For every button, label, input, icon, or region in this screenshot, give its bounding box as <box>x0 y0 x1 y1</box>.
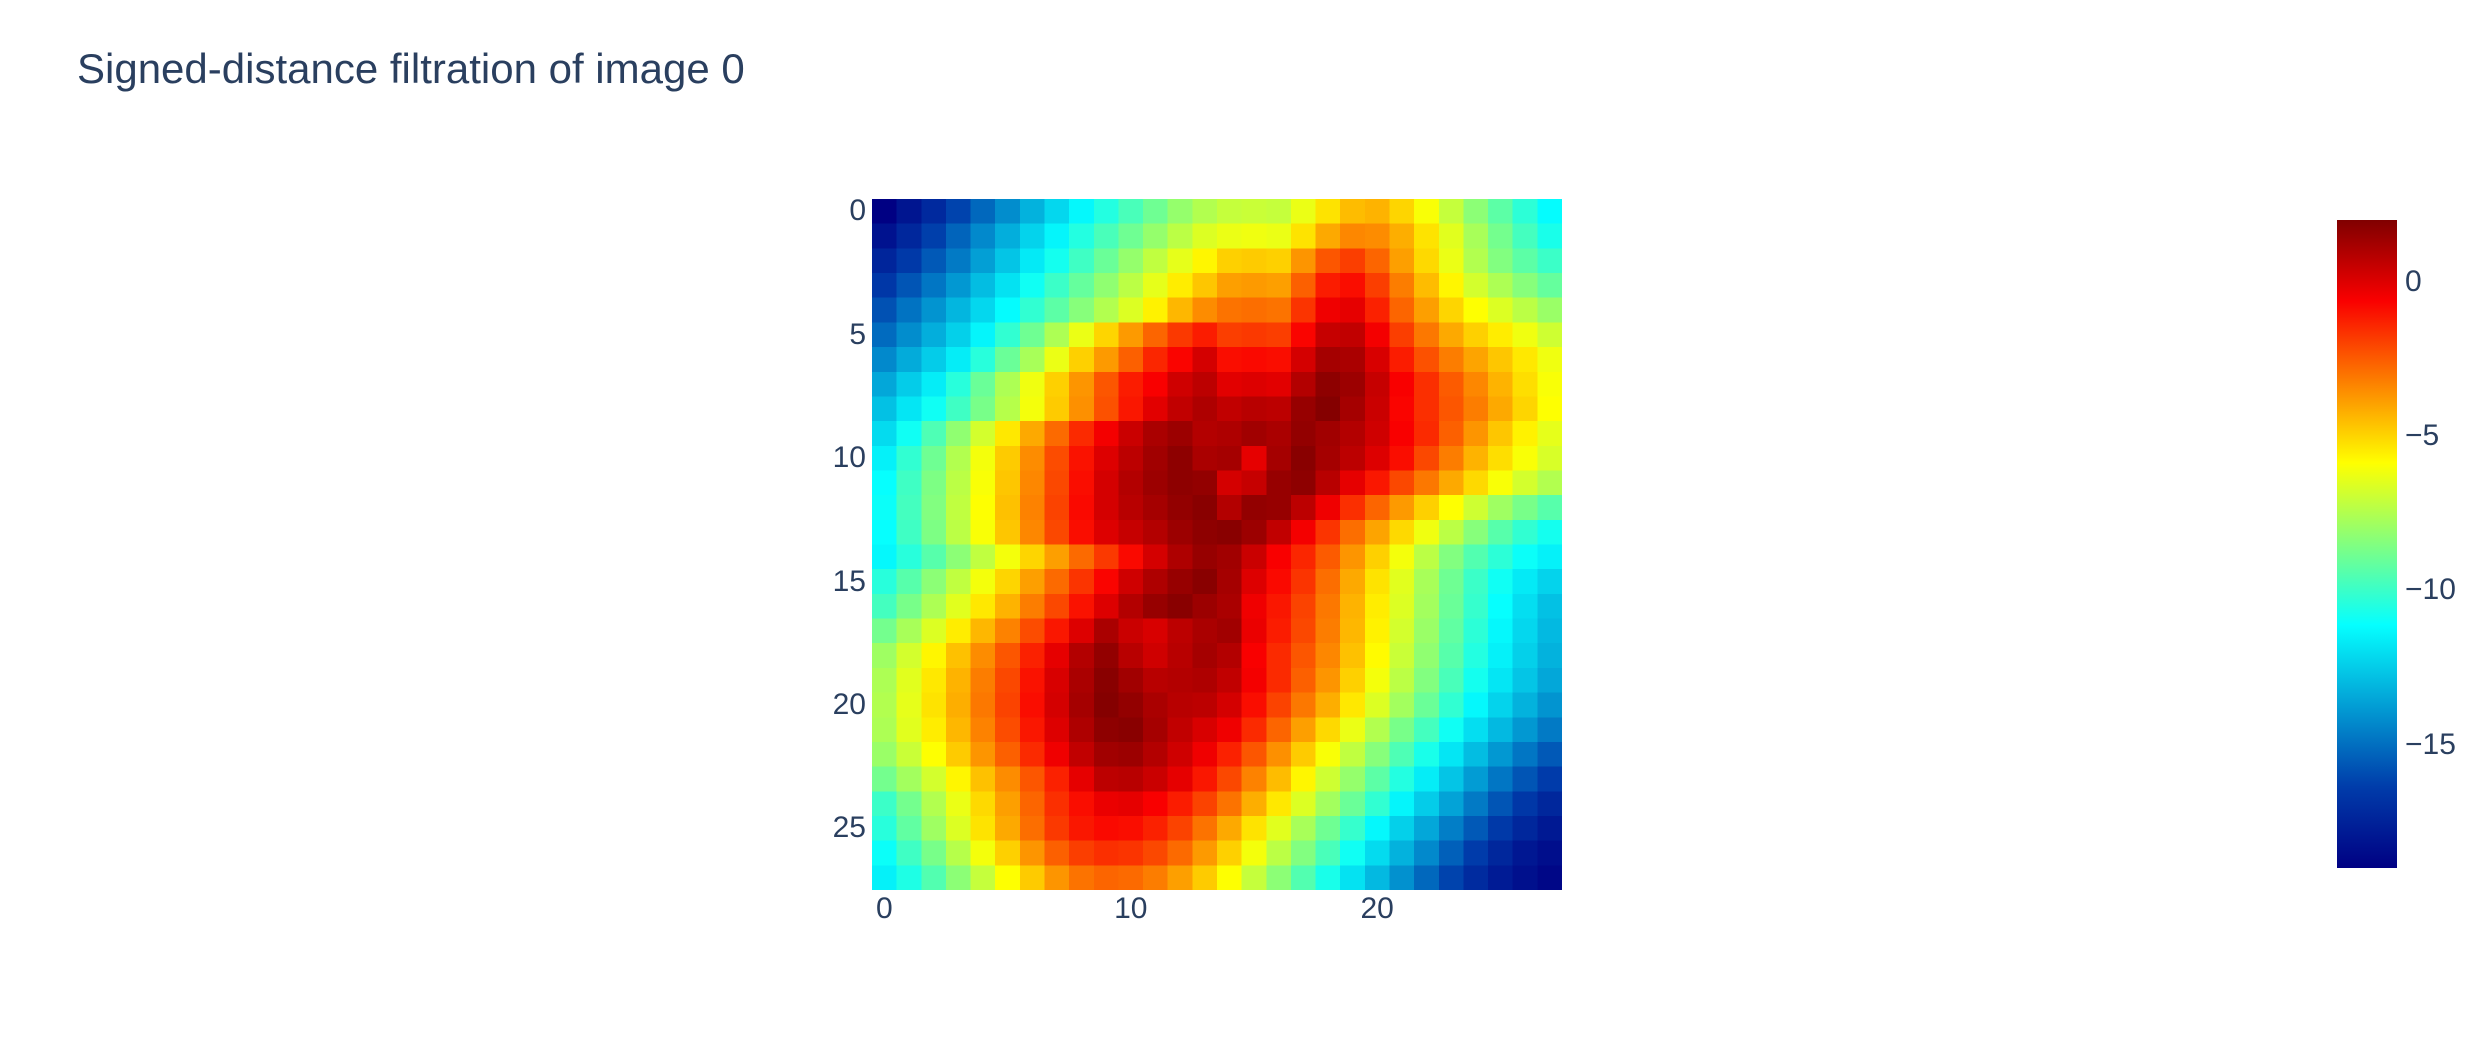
y-tick-label: 15 <box>832 564 866 598</box>
x-tick-label: 0 <box>875 892 893 925</box>
y-tick-label: 10 <box>832 441 866 475</box>
y-tick-label: 5 <box>849 317 866 351</box>
heatmap-canvas[interactable] <box>872 199 1562 890</box>
x-tick-label: 20 <box>1360 892 1394 925</box>
y-tick-label: 25 <box>832 811 866 845</box>
y-tick-label: 0 <box>849 194 866 228</box>
chart-title: Signed-distance filtration of image 0 <box>77 45 745 92</box>
colorbar-tick-label: −10 <box>2405 573 2456 607</box>
heatmap-plot-area <box>872 199 1562 890</box>
y-tick-label: 20 <box>832 687 866 721</box>
colorbar-gradient <box>2337 220 2397 868</box>
colorbar-tick-label: 0 <box>2405 264 2422 298</box>
colorbar-tick-label: −15 <box>2405 727 2456 761</box>
colorbar-tick-label: −5 <box>2405 419 2440 452</box>
x-tick-label: 10 <box>1114 892 1148 925</box>
